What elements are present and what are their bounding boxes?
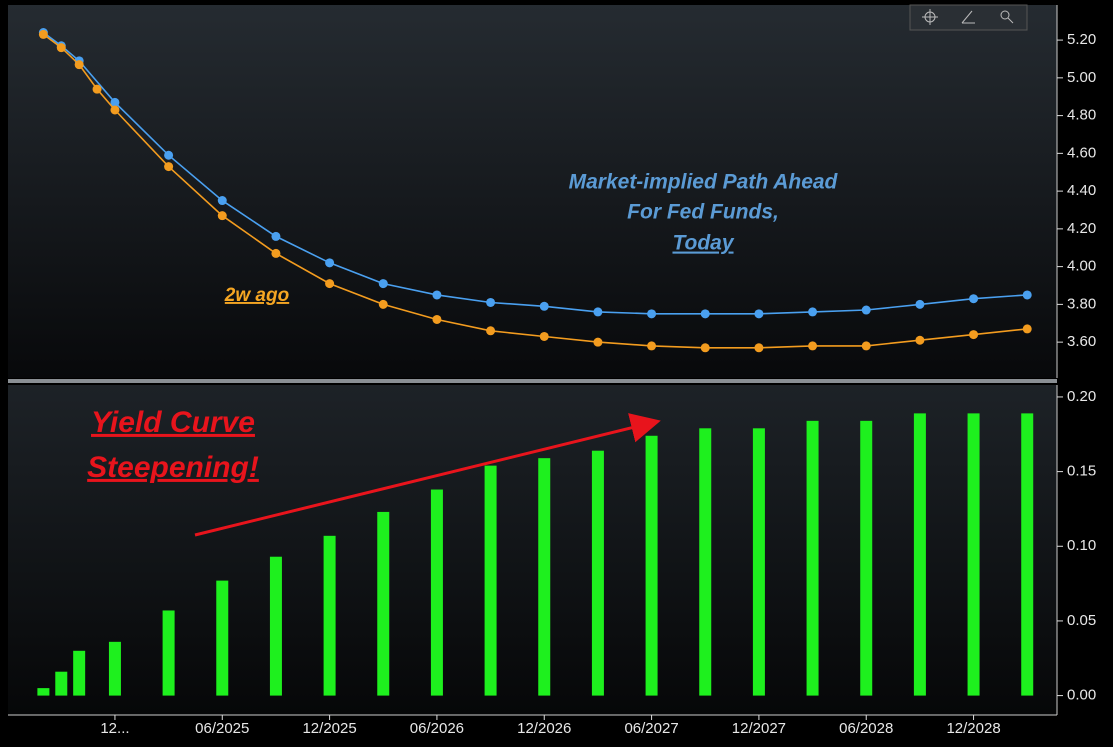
bar <box>323 535 336 696</box>
bar <box>806 420 819 696</box>
bar <box>591 450 604 696</box>
panel-divider <box>8 379 1057 383</box>
series-point <box>271 248 281 258</box>
series-point <box>969 330 979 340</box>
bar <box>538 458 551 696</box>
bar <box>216 580 229 696</box>
series-point <box>754 309 764 319</box>
y-tick-label: 3.60 <box>1067 333 1096 350</box>
y-tick-label: 0.10 <box>1067 537 1096 554</box>
bar <box>108 641 121 696</box>
series-point <box>808 341 818 351</box>
series-point <box>217 211 227 221</box>
series-point <box>969 294 979 304</box>
series-point <box>325 258 335 268</box>
x-tick-label: 06/2028 <box>839 720 893 737</box>
series-point <box>378 299 388 309</box>
annotation: For Fed Funds, <box>627 201 779 224</box>
y-tick-label: 0.00 <box>1067 687 1096 704</box>
trend-arrow <box>194 413 661 537</box>
series-line <box>42 33 1028 349</box>
series-point <box>432 290 442 300</box>
series-point <box>539 331 549 341</box>
series-point <box>486 326 496 336</box>
y-tick-label: 4.20 <box>1067 220 1096 237</box>
bar <box>37 688 50 696</box>
y-tick-label: 4.80 <box>1067 107 1096 124</box>
series-point <box>92 84 102 94</box>
series-point <box>38 29 48 39</box>
y-tick-label: 4.60 <box>1067 144 1096 161</box>
series-point <box>593 307 603 317</box>
x-tick-label: 12... <box>100 720 129 737</box>
series-point <box>915 299 925 309</box>
x-tick-label: 06/2025 <box>195 720 249 737</box>
y-tick-label: 0.05 <box>1067 612 1096 629</box>
toolbar-icons[interactable] <box>922 9 1014 25</box>
bar <box>377 511 390 696</box>
series-point <box>164 150 174 160</box>
series-point <box>539 301 549 311</box>
x-tick-label: 12/2027 <box>732 720 786 737</box>
series-point <box>647 341 657 351</box>
y-tick-label: 0.20 <box>1067 388 1096 405</box>
annotation: Yield Curve <box>91 406 255 439</box>
series-point <box>1022 324 1032 334</box>
series-point <box>861 341 871 351</box>
series-point <box>74 60 84 70</box>
series-point <box>432 314 442 324</box>
series-point <box>861 305 871 315</box>
bar <box>484 465 497 696</box>
x-tick-label: 12/2026 <box>517 720 571 737</box>
x-tick-label: 06/2026 <box>410 720 464 737</box>
series-point <box>808 307 818 317</box>
series-point <box>378 279 388 289</box>
bottom-panel <box>8 385 1057 715</box>
bar <box>752 428 765 696</box>
x-tick-label: 12/2025 <box>302 720 356 737</box>
x-tick-label: 12/2028 <box>946 720 1000 737</box>
bar <box>860 420 873 696</box>
series-label: Today <box>672 232 734 255</box>
series-point <box>110 105 120 115</box>
series-point <box>271 231 281 241</box>
toolbar <box>909 4 1028 31</box>
series-point <box>1022 290 1032 300</box>
bar <box>699 428 712 696</box>
series-label: 2w ago <box>224 285 289 306</box>
series-point <box>486 297 496 307</box>
bar <box>967 413 980 696</box>
series-point <box>754 343 764 353</box>
y-tick-label: 3.80 <box>1067 295 1096 312</box>
series-point <box>110 97 120 107</box>
bar <box>430 489 443 696</box>
series-point <box>700 309 710 319</box>
bar <box>1021 413 1034 696</box>
annotation: Steepening! <box>87 451 259 484</box>
top-panel <box>8 5 1057 378</box>
bar <box>55 671 68 696</box>
bar <box>645 435 658 696</box>
series-point <box>647 309 657 319</box>
series-point <box>217 196 227 206</box>
series-point <box>593 337 603 347</box>
y-tick-label: 4.00 <box>1067 258 1096 275</box>
bar <box>73 650 86 696</box>
y-tick-label: 5.00 <box>1067 69 1096 86</box>
bar <box>913 413 926 696</box>
series-point <box>915 335 925 345</box>
x-tick-label: 06/2027 <box>624 720 678 737</box>
annotation: Market-implied Path Ahead <box>569 171 839 194</box>
bar <box>269 556 282 696</box>
series-point <box>164 162 174 172</box>
series-point <box>325 279 335 289</box>
y-tick-label: 4.40 <box>1067 182 1096 199</box>
series-point <box>700 343 710 353</box>
y-tick-label: 5.20 <box>1067 31 1096 48</box>
bar <box>162 610 175 696</box>
series-point <box>56 43 66 53</box>
y-tick-label: 0.15 <box>1067 463 1096 480</box>
